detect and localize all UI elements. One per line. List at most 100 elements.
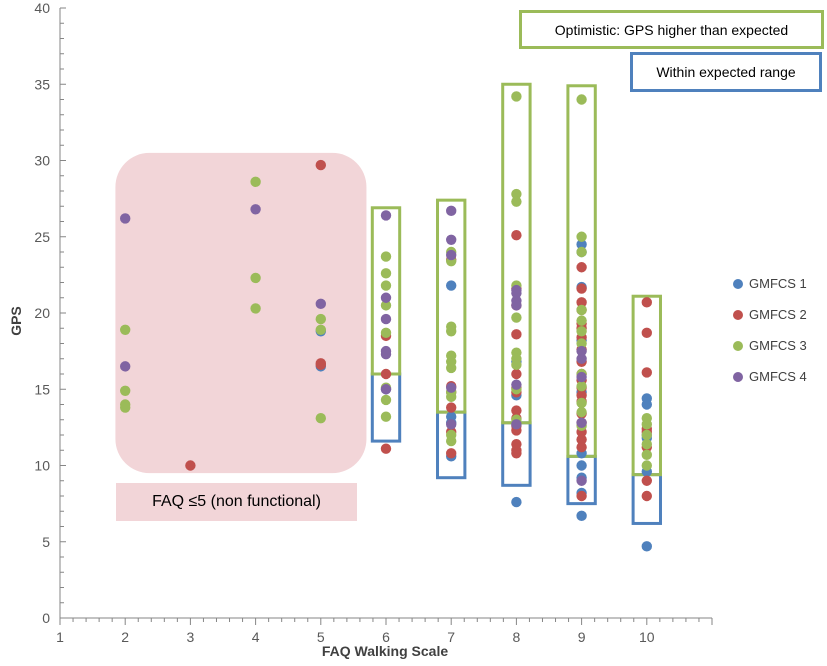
point-gmfcs-2: [511, 230, 522, 241]
point-gmfcs-3: [576, 326, 587, 337]
point-gmfcs-4: [315, 298, 326, 310]
y-axis-title: GPS: [8, 306, 24, 336]
point-gmfcs-2: [380, 368, 392, 380]
legend-label-gmfcs-4: GMFCS 4: [749, 369, 807, 384]
legend-item-gmfcs-1: GMFCS 1: [733, 268, 807, 299]
legend-item-gmfcs-3: GMFCS 3: [733, 330, 807, 361]
point-gmfcs-4: [576, 417, 587, 428]
nonfunctional-region: [115, 152, 367, 474]
point-gmfcs-4: [576, 345, 587, 357]
expected-range-callout-text: Within expected range: [656, 64, 796, 80]
point-gmfcs-2: [446, 402, 457, 413]
point-gmfcs-3: [120, 385, 131, 396]
x-tick-label: 2: [121, 629, 129, 645]
point-gmfcs-3: [576, 338, 587, 349]
point-gmfcs-4: [380, 210, 392, 221]
point-gmfcs-3: [576, 406, 587, 418]
point-gmfcs-4: [446, 205, 457, 217]
point-gmfcs-4: [511, 300, 522, 311]
point-gmfcs-3: [511, 312, 522, 323]
point-gmfcs-4: [380, 292, 392, 303]
y-tick-label: 5: [42, 534, 50, 550]
y-tick-label: 30: [34, 153, 50, 169]
point-gmfcs-2: [576, 490, 587, 502]
point-gmfcs-3: [446, 326, 457, 337]
point-gmfcs-3: [511, 188, 522, 200]
legend-label-gmfcs-3: GMFCS 3: [749, 338, 807, 353]
expected-range-callout: Within expected range: [630, 52, 822, 92]
point-gmfcs-4: [511, 379, 522, 390]
point-gmfcs-3: [576, 94, 587, 105]
point-gmfcs-2: [641, 367, 652, 378]
point-gmfcs-4: [576, 371, 587, 383]
point-gmfcs-1: [576, 460, 587, 471]
point-gmfcs-3: [380, 411, 392, 422]
legend-label-gmfcs-1: GMFCS 1: [749, 276, 807, 291]
point-gmfcs-3: [576, 397, 587, 409]
point-gmfcs-2: [511, 368, 522, 380]
point-gmfcs-3: [250, 303, 261, 314]
point-gmfcs-2: [641, 475, 652, 486]
point-gmfcs-3: [576, 381, 587, 392]
x-tick-label: 4: [252, 629, 260, 645]
point-gmfcs-2: [511, 448, 522, 459]
point-gmfcs-2: [641, 327, 652, 339]
optimistic-range-box: [436, 198, 467, 414]
point-gmfcs-3: [315, 324, 326, 335]
point-gmfcs-3: [641, 460, 652, 471]
point-gmfcs-2: [380, 443, 392, 454]
point-gmfcs-4: [380, 384, 392, 395]
point-gmfcs-2: [576, 283, 587, 294]
point-gmfcs-3: [641, 429, 652, 441]
point-gmfcs-4: [120, 361, 131, 372]
point-gmfcs-4: [120, 213, 131, 224]
point-gmfcs-4: [380, 348, 392, 360]
point-gmfcs-4: [446, 234, 457, 245]
point-gmfcs-3: [250, 176, 261, 188]
point-gmfcs-2: [641, 297, 652, 308]
x-tick-label: 8: [513, 629, 521, 645]
x-tick-label: 1: [56, 629, 64, 645]
point-gmfcs-2: [576, 442, 587, 453]
y-tick-label: 20: [34, 305, 50, 321]
point-gmfcs-2: [576, 434, 587, 445]
point-gmfcs-1: [446, 280, 457, 291]
point-gmfcs-3: [380, 300, 392, 311]
point-gmfcs-3: [315, 313, 326, 325]
point-gmfcs-3: [446, 362, 457, 374]
legend-item-gmfcs-4: GMFCS 4: [733, 361, 807, 392]
point-gmfcs-3: [641, 419, 652, 430]
legend-marker-gmfcs-2: [733, 309, 743, 320]
point-gmfcs-1: [641, 399, 652, 410]
point-gmfcs-1: [576, 510, 587, 522]
legend-marker-gmfcs-3: [733, 340, 743, 351]
point-gmfcs-4: [380, 313, 392, 325]
point-gmfcs-3: [446, 435, 457, 447]
legend-label-gmfcs-2: GMFCS 2: [749, 307, 807, 322]
point-gmfcs-4: [576, 353, 587, 364]
point-gmfcs-3: [446, 391, 457, 403]
point-gmfcs-3: [641, 438, 652, 450]
point-gmfcs-4: [511, 419, 522, 430]
faq-nonfunctional-text: FAQ ≤5 (non functional): [152, 493, 321, 510]
point-gmfcs-3: [511, 359, 522, 371]
point-gmfcs-3: [250, 272, 261, 284]
point-gmfcs-3: [511, 196, 522, 207]
chart-legend: GMFCS 1 GMFCS 2 GMFCS 3 GMFCS 4: [733, 268, 807, 392]
point-gmfcs-3: [380, 280, 392, 291]
point-gmfcs-3: [576, 304, 587, 316]
y-tick-label: 25: [34, 229, 50, 245]
optimistic-callout: Optimistic: GPS higher than expected: [519, 10, 824, 49]
point-gmfcs-2: [185, 460, 196, 471]
optimistic-callout-text: Optimistic: GPS higher than expected: [554, 21, 789, 38]
y-tick-label: 35: [34, 76, 50, 92]
y-tick-label: 10: [34, 458, 50, 474]
point-gmfcs-1: [576, 239, 587, 250]
legend-marker-gmfcs-4: [733, 371, 743, 382]
point-gmfcs-3: [380, 251, 392, 262]
point-gmfcs-3: [120, 402, 131, 413]
y-tick-label: 15: [34, 381, 50, 397]
point-gmfcs-3: [315, 413, 326, 424]
point-gmfcs-3: [380, 268, 392, 279]
